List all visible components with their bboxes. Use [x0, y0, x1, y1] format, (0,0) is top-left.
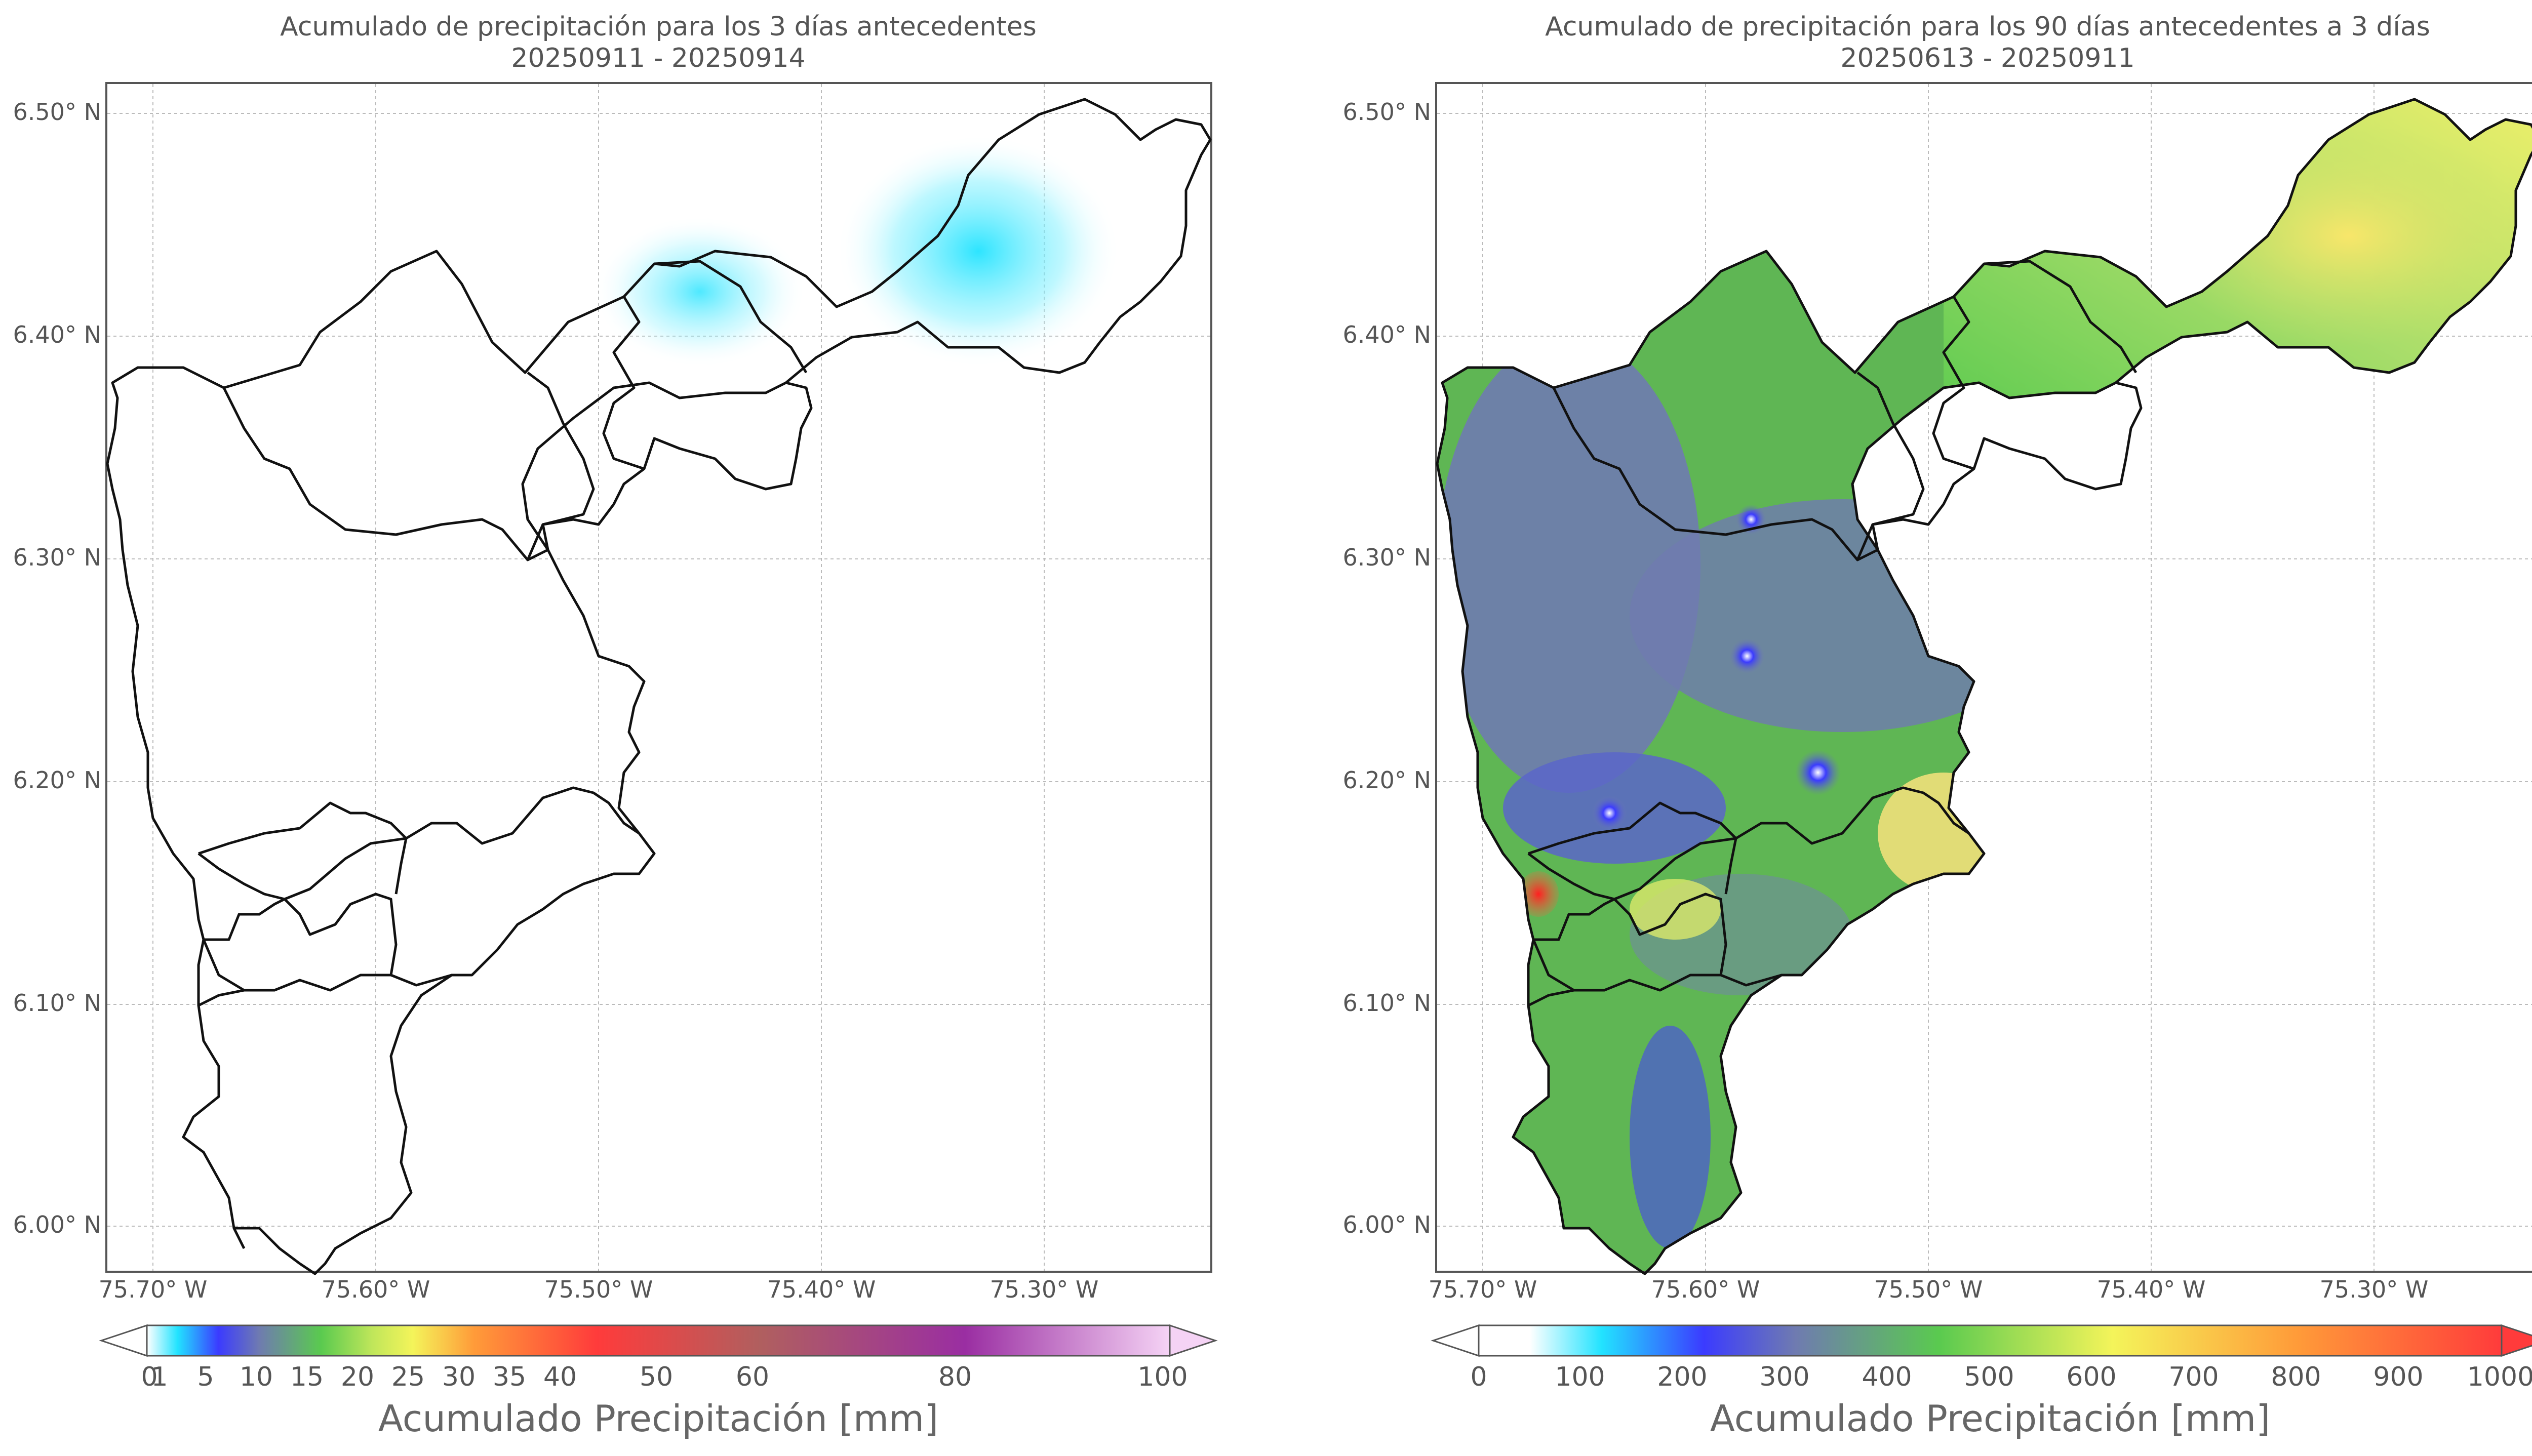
left-colorbar-label: Acumulado Precipitación [mm]: [378, 1397, 939, 1440]
right-lat-tick-5: 6.00° N: [1342, 1211, 1431, 1238]
right-lon-tick-1: 75.60° W: [1651, 1276, 1760, 1303]
right-lon-tick-0: 75.70° W: [1428, 1276, 1537, 1303]
left-map-canvas: [106, 84, 1212, 1275]
left-cbar-tick-13: 100: [1137, 1362, 1188, 1392]
left-map-frame: [105, 82, 1212, 1275]
right-cbar-tick-7: 700: [2168, 1362, 2219, 1392]
left-cbar-tick-12: 80: [938, 1362, 972, 1392]
left-cbar-tick-10: 50: [639, 1362, 674, 1392]
left-cbar-tick-7: 30: [442, 1362, 476, 1392]
right-cbar-tick-6: 600: [2066, 1362, 2117, 1392]
right-map-canvas: [1436, 84, 2532, 1275]
left-colorbar: [99, 1324, 1218, 1357]
left-cbar-tick-2: 5: [197, 1362, 214, 1392]
right-colorbar-label: Acumulado Precipitación [mm]: [1710, 1397, 2271, 1440]
left-cbar-tick-6: 25: [391, 1362, 425, 1392]
left-title-line1: Acumulado de precipitación para los 3 dí…: [280, 12, 1037, 42]
right-basin-outlines: [1436, 98, 2532, 1275]
left-lat-tick-0: 6.50° N: [13, 98, 101, 126]
left-lon-tick-2: 75.50° W: [544, 1276, 653, 1303]
right-cbar-tick-0: 0: [1470, 1362, 1487, 1392]
left-basin-outlines: [106, 98, 1212, 1275]
right-cbar-tick-8: 800: [2271, 1362, 2321, 1392]
left-cbar-tick-0: 0: [141, 1362, 158, 1392]
left-cbar-tick-3: 10: [239, 1362, 273, 1392]
right-lat-tick-2: 6.30° N: [1342, 544, 1431, 571]
left-cbar-tick-1: 1: [151, 1362, 168, 1392]
left-title-line2: 20250911 - 20250914: [511, 43, 806, 73]
left-cbar-tick-8: 35: [492, 1362, 527, 1392]
right-cbar-tick-4: 400: [1862, 1362, 1912, 1392]
right-title-line2: 20250613 - 20250911: [1840, 43, 2135, 73]
right-title: Acumulado de precipitación para los 90 d…: [1433, 11, 2532, 74]
left-lon-tick-0: 75.70° W: [98, 1276, 208, 1303]
precip-raster: [1437, 99, 2532, 1271]
left-lon-tick-4: 75.30° W: [990, 1276, 1099, 1303]
rain-cell-east: [837, 135, 1120, 368]
right-cbar-tick-1: 100: [1555, 1362, 1605, 1392]
right-cbar-tick-9: 900: [2373, 1362, 2424, 1392]
left-cbar-tick-9: 40: [543, 1362, 577, 1392]
left-lat-tick-3: 6.20° N: [13, 766, 101, 794]
left-title: Acumulado de precipitación para los 3 dí…: [106, 11, 1210, 74]
right-lat-tick-4: 6.10° N: [1342, 989, 1431, 1017]
left-lat-tick-5: 6.00° N: [13, 1211, 101, 1238]
left-cbar-tick-4: 15: [290, 1362, 324, 1392]
left-cbar-tick-5: 20: [340, 1362, 375, 1392]
right-lat-tick-0: 6.50° N: [1342, 98, 1431, 126]
right-map-frame: [1435, 82, 2532, 1275]
right-cbar-tick-5: 500: [1964, 1362, 2014, 1392]
right-lon-tick-4: 75.30° W: [2319, 1276, 2429, 1303]
right-colorbar: [1431, 1324, 2532, 1357]
left-lat-tick-2: 6.30° N: [13, 544, 101, 571]
left-lat-tick-4: 6.10° N: [13, 989, 101, 1017]
left-lon-tick-1: 75.60° W: [321, 1276, 430, 1303]
right-lon-tick-3: 75.40° W: [2096, 1276, 2206, 1303]
left-cbar-tick-11: 60: [735, 1362, 770, 1392]
left-lat-tick-1: 6.40° N: [13, 321, 101, 348]
right-lat-tick-3: 6.20° N: [1342, 766, 1431, 794]
right-cbar-tick-3: 300: [1759, 1362, 1810, 1392]
right-cbar-tick-2: 200: [1657, 1362, 1708, 1392]
right-lon-tick-2: 75.50° W: [1874, 1276, 1983, 1303]
right-lat-tick-1: 6.40° N: [1342, 321, 1431, 348]
rain-cell-center: [594, 216, 806, 368]
right-title-line1: Acumulado de precipitación para los 90 d…: [1545, 12, 2430, 42]
left-lon-tick-3: 75.40° W: [767, 1276, 876, 1303]
right-cbar-tick-10: 1000: [2467, 1362, 2532, 1392]
